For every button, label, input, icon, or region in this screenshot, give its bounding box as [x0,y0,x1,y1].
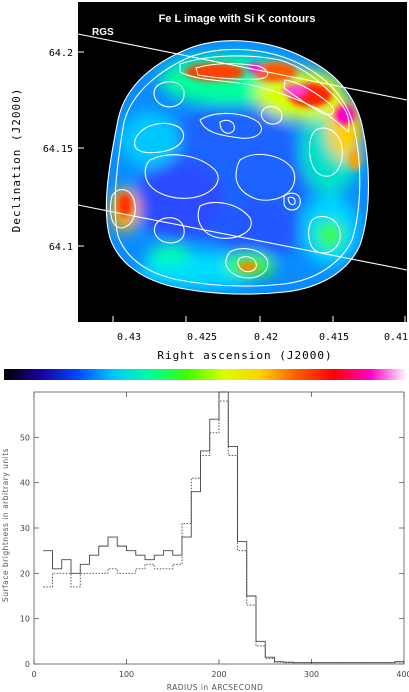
x-tick-label: 300 [304,670,319,679]
emission-peak [185,63,245,81]
contour [308,127,343,177]
emission-blob [316,221,344,249]
contour [109,189,136,229]
plot-ticks: 0 100 200 300 400 0 10 20 30 40 50 [20,392,409,679]
image-y-axis-title: Declination (J2000) [10,88,23,233]
x-tick-label: 0.425 [187,332,217,343]
contour [134,122,185,154]
y-tick-label: 64.15 [43,144,73,155]
y-tick-label: 64.2 [49,48,73,59]
contour [199,112,263,139]
series-solid-line [43,391,404,664]
contour [153,81,185,108]
emission-peak [253,62,297,82]
contour [225,248,269,279]
contour [197,201,252,239]
contour [219,119,235,134]
emission-blob [135,160,225,240]
contour-outer2 [114,48,361,287]
emission-peak [283,84,307,96]
emission-peak [238,262,258,272]
contour [283,79,335,115]
x-tick-label: 400 [396,670,409,679]
x-tick-label: 200 [211,670,226,679]
contour [260,105,283,125]
image-panel: RGS Fe L image with Si K contours 0.43 0… [4,2,409,380]
rgs-line-top [77,33,408,101]
contour [287,196,296,206]
emission-peak [118,193,132,217]
contour [153,217,185,244]
x-tick-label: 0 [31,670,36,679]
colorbar [4,369,407,380]
plot-y-axis-title: Surface brightness in arbitrary units [1,448,10,602]
y-tick-label: 50 [20,433,30,442]
contour [308,215,341,254]
x-tick-label: 0.43 [117,332,141,343]
y-tick-label: 30 [20,524,30,533]
rgs-line-bottom [77,204,408,271]
contour [179,55,350,133]
x-tick-label: 0.41 [384,332,408,343]
y-tick-label: 40 [20,479,30,488]
x-tick-label: 0.42 [254,332,278,343]
image-x-axis-title: Right ascension (J2000) [157,349,332,362]
emission-blob [120,112,180,168]
contour-outer [105,40,370,295]
profile-panel: 0 100 200 300 400 0 10 20 30 40 50 RADIUS in ARCSE… [1,391,409,692]
contour [283,192,301,211]
rgs-slit [77,33,408,271]
x-tick-label: 0.415 [319,332,349,343]
rgs-label: RGS [92,27,114,38]
contour [237,256,257,273]
y-tick-label: 20 [20,569,30,578]
contour [144,154,219,199]
emission-blob [148,245,192,265]
y-tick-label: 10 [20,615,30,624]
contour [195,63,269,80]
emission-peak [335,105,355,125]
x-tick-label: 100 [119,670,134,679]
image-title: Fe L image with Si K contours [159,13,316,25]
y-tick-label: 64.1 [49,242,73,253]
y-tick-label: 0 [25,660,30,669]
contour [235,153,296,201]
image-ticks [78,51,406,322]
plot-x-axis-title: RADIUS in ARCSECOND [167,683,264,692]
si-k-contours [105,40,370,295]
series-dotted-line [43,400,404,664]
